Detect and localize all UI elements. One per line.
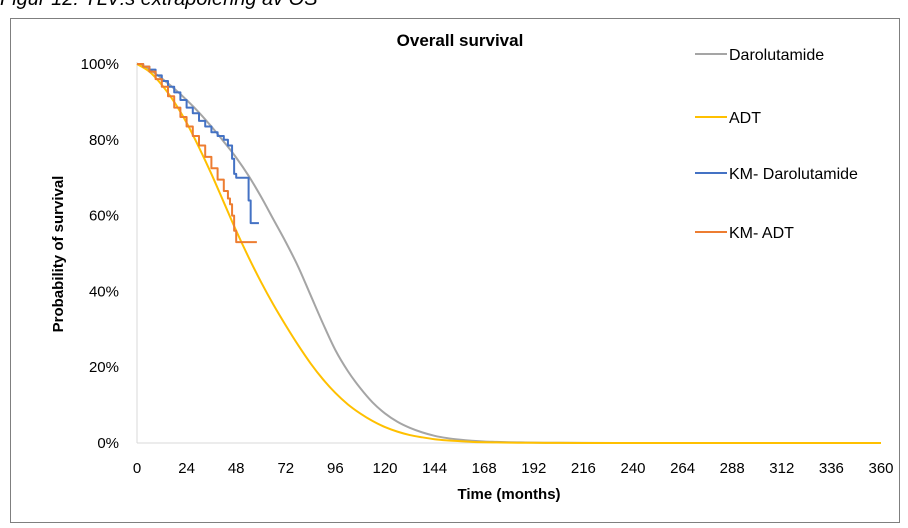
y-tick-label: 100% [81,56,119,73]
chart-frame [10,18,900,523]
legend-label: ADT [729,110,761,127]
y-tick-label: 0% [97,435,119,452]
x-axis-title: Time (months) [457,486,560,503]
y-tick-label: 40% [89,283,119,300]
legend-label: KM- ADT [729,225,794,242]
y-axis-title: Probability of survival [50,176,67,333]
x-tick-label: 312 [769,460,794,477]
chart-title: Overall survival [397,31,524,50]
legend-label: Darolutamide [729,47,824,64]
series-line-adt [136,63,881,445]
figure-caption: Figur 12: TLV:s extrapolering av OS [0,0,318,11]
series-line-darolutamide [136,63,881,445]
x-tick-label: 48 [228,460,245,477]
x-tick-label: 120 [372,460,397,477]
x-tick-label: 96 [327,460,344,477]
x-tick-label: 288 [720,460,745,477]
legend-label: KM- Darolutamide [729,166,858,183]
series-line-km-darolutamide [137,63,259,225]
series-line-km-adt [137,63,257,244]
x-tick-label: 168 [472,460,497,477]
y-tick-label: 60% [89,208,119,225]
y-tick-label: 80% [89,132,119,149]
x-tick-label: 0 [133,460,141,477]
x-tick-label: 24 [178,460,195,477]
x-tick-label: 336 [819,460,844,477]
x-tick-label: 216 [571,460,596,477]
x-tick-label: 72 [277,460,294,477]
series-layer [136,63,881,445]
x-tick-label: 264 [670,460,695,477]
x-tick-label: 192 [521,460,546,477]
y-tick-label: 20% [89,359,119,376]
x-tick-label: 360 [868,460,893,477]
legend: Darolutamide ADT KM- Darolutamide KM- ADT [695,47,858,242]
x-tick-label: 144 [422,460,447,477]
chart-axes: 0 24 48 72 96 120 144 168 192 216 240 264 288 312 336 3… [81,56,894,477]
x-tick-label: 240 [620,460,645,477]
